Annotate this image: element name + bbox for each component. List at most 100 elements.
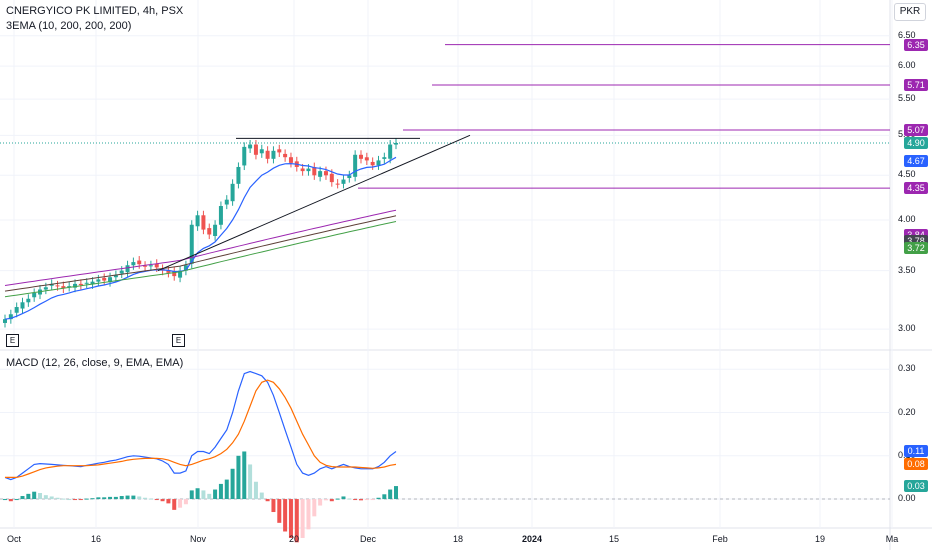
candle-body xyxy=(283,153,288,158)
candle-body xyxy=(236,166,241,184)
macd-histogram-bar xyxy=(265,499,270,502)
candle-body xyxy=(137,260,142,265)
macd-histogram-bar xyxy=(253,481,258,500)
time-tick-label: Feb xyxy=(712,534,728,544)
candle-body xyxy=(288,157,293,163)
candle-body xyxy=(3,319,7,323)
macd-histogram-bar xyxy=(131,495,136,500)
candle-body xyxy=(335,183,340,185)
macd-histogram-bar xyxy=(178,499,183,508)
macd-histogram-bar xyxy=(61,498,66,500)
macd-tick-label: 0.00 xyxy=(898,493,916,504)
time-tick-label: Ma xyxy=(885,534,899,544)
candle-body xyxy=(323,171,328,176)
macd-histogram-bar xyxy=(259,492,264,500)
candle-body xyxy=(341,179,346,184)
macd-histogram-bar xyxy=(137,496,142,500)
macd-histogram-bar xyxy=(213,489,218,500)
candle-body xyxy=(26,298,31,303)
time-tick-label: 18 xyxy=(452,534,464,544)
macd-histogram-bar xyxy=(183,499,188,505)
candle-body xyxy=(318,171,323,177)
macd-histogram-bar xyxy=(358,499,363,501)
candle-body xyxy=(78,283,83,286)
price-tick-label: 4.00 xyxy=(898,213,916,224)
price-axis-label: 5.71 xyxy=(904,78,928,91)
ema-indicator-legend[interactable]: 3EMA (10, 200, 200, 200) xyxy=(6,20,132,32)
ema-200-line-b xyxy=(4,215,397,292)
macd-histogram-bar xyxy=(248,464,253,500)
macd-histogram-bar xyxy=(43,495,48,500)
price-tick-label: 6.00 xyxy=(898,60,916,71)
candle-body xyxy=(96,279,101,282)
macd-histogram-bar xyxy=(3,499,7,501)
candle-body xyxy=(90,281,95,285)
candle-body xyxy=(230,183,235,202)
ascending-trendline xyxy=(157,134,471,272)
price-tick-label: 3.50 xyxy=(898,264,916,275)
price-axis-label: 3.72 xyxy=(904,241,928,254)
candle-body xyxy=(125,265,130,273)
price-axis-label: 4.67 xyxy=(904,155,928,168)
candle-body xyxy=(166,270,171,273)
time-tick-label: Dec xyxy=(359,534,377,544)
time-tick-label: Oct xyxy=(6,534,22,544)
macd-histogram-bar xyxy=(312,499,317,517)
macd-histogram-bar xyxy=(113,496,118,500)
macd-histogram-bar xyxy=(242,451,247,500)
currency-button[interactable]: PKR xyxy=(894,3,926,21)
macd-histogram-bar xyxy=(236,455,241,500)
macd-histogram-bar xyxy=(347,498,352,500)
macd-histogram-bar xyxy=(382,494,387,500)
candle-body xyxy=(143,265,148,267)
macd-histogram-bar xyxy=(288,499,293,538)
ema-200-line-a xyxy=(4,209,397,286)
macd-histogram-bar xyxy=(376,497,381,500)
candle-body xyxy=(248,144,253,149)
macd-histogram-bar xyxy=(78,499,83,501)
candle-body xyxy=(43,287,48,290)
candle-body xyxy=(178,270,183,278)
candle-body xyxy=(312,167,317,176)
candle-body xyxy=(242,146,247,166)
macd-histogram-bar xyxy=(335,498,340,500)
candle-body xyxy=(113,275,118,278)
macd-axis-label: 0.03 xyxy=(904,480,928,493)
candle-body xyxy=(55,285,60,287)
symbol-title[interactable]: CNERGYICO PK LIMITED, 4h, PSX xyxy=(6,5,184,17)
price-axis-label: 6.35 xyxy=(904,38,928,51)
candle-body xyxy=(224,199,229,205)
candle-body xyxy=(394,142,398,145)
macd-histogram-bar xyxy=(218,483,223,500)
ema-10-line xyxy=(4,156,397,320)
price-tick-label: 4.50 xyxy=(898,169,916,180)
time-tick-label: 15 xyxy=(608,534,620,544)
candle-body xyxy=(84,282,89,284)
macd-indicator-legend[interactable]: MACD (12, 26, close, 9, EMA, EMA) xyxy=(6,357,184,369)
macd-histogram-bar xyxy=(160,499,165,502)
candle-body xyxy=(14,307,19,313)
candle-body xyxy=(32,292,37,298)
macd-histogram-bar xyxy=(306,499,311,530)
price-axis-label: 4.35 xyxy=(904,182,928,195)
macd-histogram-bar xyxy=(294,499,299,543)
candle-body xyxy=(201,215,206,230)
candle-body xyxy=(347,175,352,179)
macd-histogram-bar xyxy=(154,499,159,501)
earnings-marker[interactable]: E xyxy=(172,334,185,347)
candle-body xyxy=(271,150,276,159)
candle-body xyxy=(277,149,282,153)
candle-body xyxy=(108,277,113,283)
signal-line xyxy=(5,379,397,478)
macd-histogram-bar xyxy=(207,493,212,500)
macd-histogram-bar xyxy=(353,499,358,501)
macd-histogram-bar xyxy=(119,496,124,500)
macd-histogram-bar xyxy=(283,499,288,532)
macd-line xyxy=(4,370,397,481)
earnings-marker[interactable]: E xyxy=(6,334,19,347)
macd-histogram-bar xyxy=(388,489,393,500)
price-axis-label: 4.90 xyxy=(904,136,928,149)
